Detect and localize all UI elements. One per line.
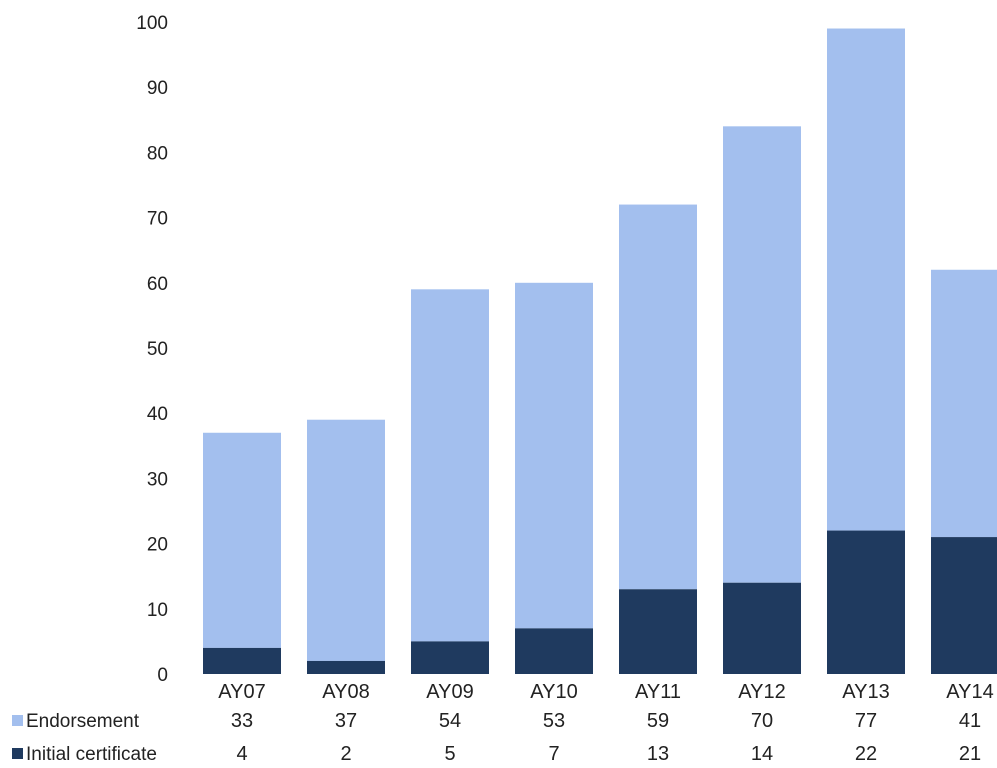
bar-initial-certificate-ay14	[931, 537, 997, 674]
bar-endorsement-ay09	[411, 289, 489, 642]
bar-initial-certificate-ay13	[827, 530, 905, 674]
legend-label-initial-certificate: Initial certificate	[26, 744, 157, 765]
y-tick-label: 80	[147, 143, 168, 164]
table-value-endorsement-ay08: 37	[335, 710, 357, 732]
y-tick-label: 70	[147, 209, 168, 230]
bar-endorsement-ay12	[723, 126, 801, 583]
bar-endorsement-ay14	[931, 269, 997, 538]
y-tick-label: 10	[147, 600, 168, 621]
legend-swatch-initial-certificate	[12, 748, 23, 759]
table-value-initial-certificate-ay09: 5	[444, 743, 455, 765]
category-label-ay13: AY13	[842, 681, 889, 703]
category-label-ay08: AY08	[322, 681, 369, 703]
y-tick-label: 60	[147, 274, 168, 295]
bars	[203, 28, 997, 674]
legend-label-endorsement: Endorsement	[26, 711, 140, 732]
y-tick-label: 40	[147, 404, 168, 425]
table-value-endorsement-ay07: 33	[231, 710, 253, 732]
bar-endorsement-ay13	[827, 28, 905, 531]
y-tick-label: 0	[157, 665, 168, 686]
y-tick-label: 30	[147, 469, 168, 490]
bar-initial-certificate-ay11	[619, 589, 697, 674]
table-value-initial-certificate-ay13: 22	[855, 743, 877, 765]
category-label-ay11: AY11	[635, 681, 681, 703]
table-value-endorsement-ay13: 77	[855, 710, 877, 732]
bar-initial-certificate-ay07	[203, 647, 281, 674]
bar-initial-certificate-ay10	[515, 628, 593, 674]
bar-endorsement-ay08	[307, 419, 385, 661]
legend-swatch-endorsement	[12, 715, 23, 726]
table-value-endorsement-ay09: 54	[439, 710, 461, 732]
table-value-initial-certificate-ay11: 13	[647, 743, 669, 765]
x-axis: AY07 AY08 AY09 AY10 AY11 AY12 AY13 AY14	[218, 681, 993, 703]
y-tick-label: 20	[147, 535, 168, 556]
bar-initial-certificate-ay12	[723, 582, 801, 674]
bar-initial-certificate-ay08	[307, 660, 385, 674]
bar-endorsement-ay11	[619, 204, 697, 590]
table-value-initial-certificate-ay14: 21	[959, 743, 981, 765]
category-label-ay14: AY14	[946, 681, 993, 703]
category-label-ay09: AY09	[426, 681, 473, 703]
table-value-endorsement-ay14: 41	[959, 710, 981, 732]
table-value-initial-certificate-ay08: 2	[340, 743, 351, 765]
table-value-endorsement-ay12: 70	[751, 710, 773, 732]
bar-initial-certificate-ay09	[411, 641, 489, 674]
category-label-ay07: AY07	[218, 681, 265, 703]
table-value-initial-certificate-ay10: 7	[548, 743, 559, 765]
y-axis: 0 10 20 30 40 50 60 70 80 90 100	[136, 13, 168, 686]
bar-endorsement-ay10	[515, 282, 593, 629]
table-value-endorsement-ay10: 53	[543, 710, 565, 732]
table-value-endorsement-ay11: 59	[647, 710, 669, 732]
table-value-initial-certificate-ay07: 4	[236, 743, 247, 765]
y-tick-label: 100	[136, 13, 168, 34]
category-label-ay10: AY10	[530, 681, 577, 703]
category-label-ay12: AY12	[738, 681, 785, 703]
y-tick-label: 50	[147, 339, 168, 360]
bar-endorsement-ay07	[203, 432, 281, 648]
y-tick-label: 90	[147, 78, 168, 99]
table-value-initial-certificate-ay12: 14	[751, 743, 773, 765]
